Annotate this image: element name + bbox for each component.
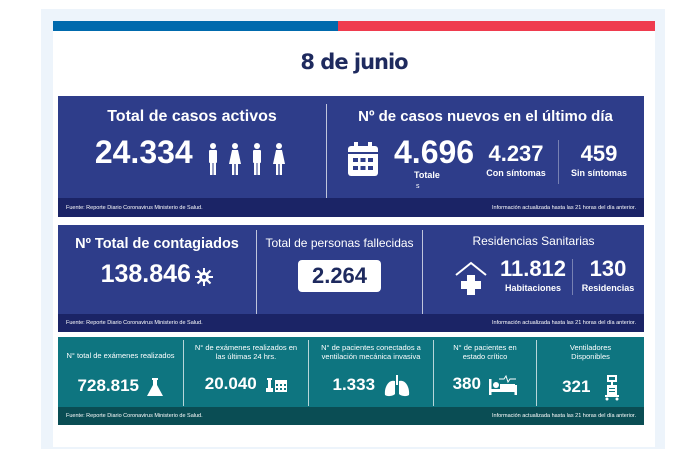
without-symptoms: 459 Sin síntomas	[564, 141, 634, 179]
active-cases-panel: Total de casos activos 24.334 Nº de caso…	[58, 96, 644, 217]
without-symptoms-value: 459	[580, 141, 618, 166]
with-symptoms: 4.237 Con síntomas	[484, 141, 548, 179]
active-cases-section: Total de casos activos 24.334	[58, 96, 326, 176]
divider	[536, 340, 537, 406]
stat-value: 380	[452, 374, 481, 394]
residences-value: 130	[589, 256, 627, 281]
tests-panel: N° total de exámenes realizados 728.815 …	[58, 337, 644, 425]
source-note: Fuente: Reporte Diario Coronavirus Minis…	[66, 204, 203, 211]
stat-label: N° de exámenes realizados en las últimas…	[194, 343, 298, 361]
flag-stripe-blue	[53, 21, 338, 31]
divider	[558, 140, 559, 184]
people-icon	[209, 143, 286, 176]
deaths-value: 2.264	[297, 259, 382, 292]
divider	[326, 104, 327, 198]
page-title: 8 de junio	[300, 50, 408, 74]
update-note: Información actualizada hasta las 21 hor…	[491, 320, 636, 326]
stat-ventilated: N° de pacientes conectados a ventilación…	[309, 337, 433, 397]
infected-section: Nº Total de contagiados 138.846	[58, 225, 256, 288]
stat-total-tests: N° total de exámenes realizados 728.815	[58, 337, 183, 396]
residences-count-label: Residencias	[581, 283, 635, 294]
infected-label: Nº Total de contagiados	[75, 236, 239, 252]
lungs-icon	[384, 375, 409, 397]
stat-value: 321	[562, 377, 591, 397]
divider	[308, 340, 309, 406]
update-note: Información actualizada hasta las 21 hor…	[491, 204, 636, 211]
divider	[256, 230, 257, 314]
deaths-section: Total de personas fallecidas 2.264	[257, 225, 422, 292]
infected-value: 138.846	[100, 259, 191, 288]
stat-value: 20.040	[204, 374, 257, 393]
source-note: Fuente: Reporte Diario Coronavirus Minis…	[66, 320, 203, 326]
divider	[572, 259, 573, 295]
flag-stripe-red	[338, 21, 655, 31]
stat-value: 728.815	[77, 376, 139, 395]
panel-footer: Fuente: Reporte Diario Coronavirus Minis…	[58, 314, 644, 332]
house-medical-icon	[455, 261, 487, 295]
with-symptoms-value: 4.237	[488, 141, 544, 166]
stat-label: N° total de exámenes realizados	[66, 351, 175, 360]
stat-label: Ventiladores Disponibles	[569, 343, 612, 361]
rooms: 11.812 Habitaciones	[496, 256, 570, 294]
residences-section: Residencias Sanitarias	[423, 225, 644, 249]
new-cases-section: Nº de casos nuevos en el último día	[327, 96, 644, 125]
stat-label: N° de pacientes en estado crítico	[453, 343, 517, 361]
without-symptoms-label: Sin síntomas	[570, 168, 627, 179]
stat-daily-tests: N° de exámenes realizados en las últimas…	[184, 337, 308, 394]
with-symptoms-label: Con síntomas	[486, 168, 546, 179]
divider	[433, 340, 434, 406]
rooms-label: Habitaciones	[504, 283, 562, 294]
totals-panel: Nº Total de contagiados 138.846 Total de…	[58, 225, 644, 332]
residences: 130 Residencias	[574, 256, 642, 294]
flask-icon	[147, 377, 164, 396]
hospital-bed-icon	[489, 375, 518, 395]
new-cases-total: 4.696	[394, 134, 475, 170]
residences-label: Residencias Sanitarias	[472, 234, 595, 248]
update-note: Información actualizada hasta las 21 hor…	[491, 413, 636, 419]
stat-ventilators: Ventiladores Disponibles 321	[537, 337, 644, 401]
stat-label: N° de pacientes conectados a ventilación…	[321, 343, 421, 361]
virus-icon	[195, 268, 214, 287]
divider	[183, 340, 184, 406]
stat-value: 1.333	[332, 375, 376, 395]
active-cases-value: 24.334	[94, 134, 193, 171]
active-cases-label: Total de casos activos	[107, 108, 277, 125]
new-cases-total-label-wrap: s	[416, 183, 420, 190]
new-cases-label: Nº de casos nuevos en el último día	[358, 108, 613, 125]
rooms-value: 11.812	[499, 256, 567, 281]
panel-footer: Fuente: Reporte Diario Coronavirus Minis…	[58, 407, 644, 425]
ventilator-icon	[604, 375, 619, 401]
stat-critical: N° de pacientes en estado crítico 380	[434, 337, 536, 395]
source-note: Fuente: Reporte Diario Coronavirus Minis…	[66, 413, 203, 419]
flask-calendar-icon	[266, 377, 288, 392]
new-cases-total-label: Totale	[414, 170, 440, 180]
calendar-icon	[348, 142, 378, 176]
deaths-label: Total de personas fallecidas	[265, 236, 414, 250]
panel-footer: Fuente: Reporte Diario Coronavirus Minis…	[58, 198, 644, 217]
divider	[422, 230, 423, 314]
